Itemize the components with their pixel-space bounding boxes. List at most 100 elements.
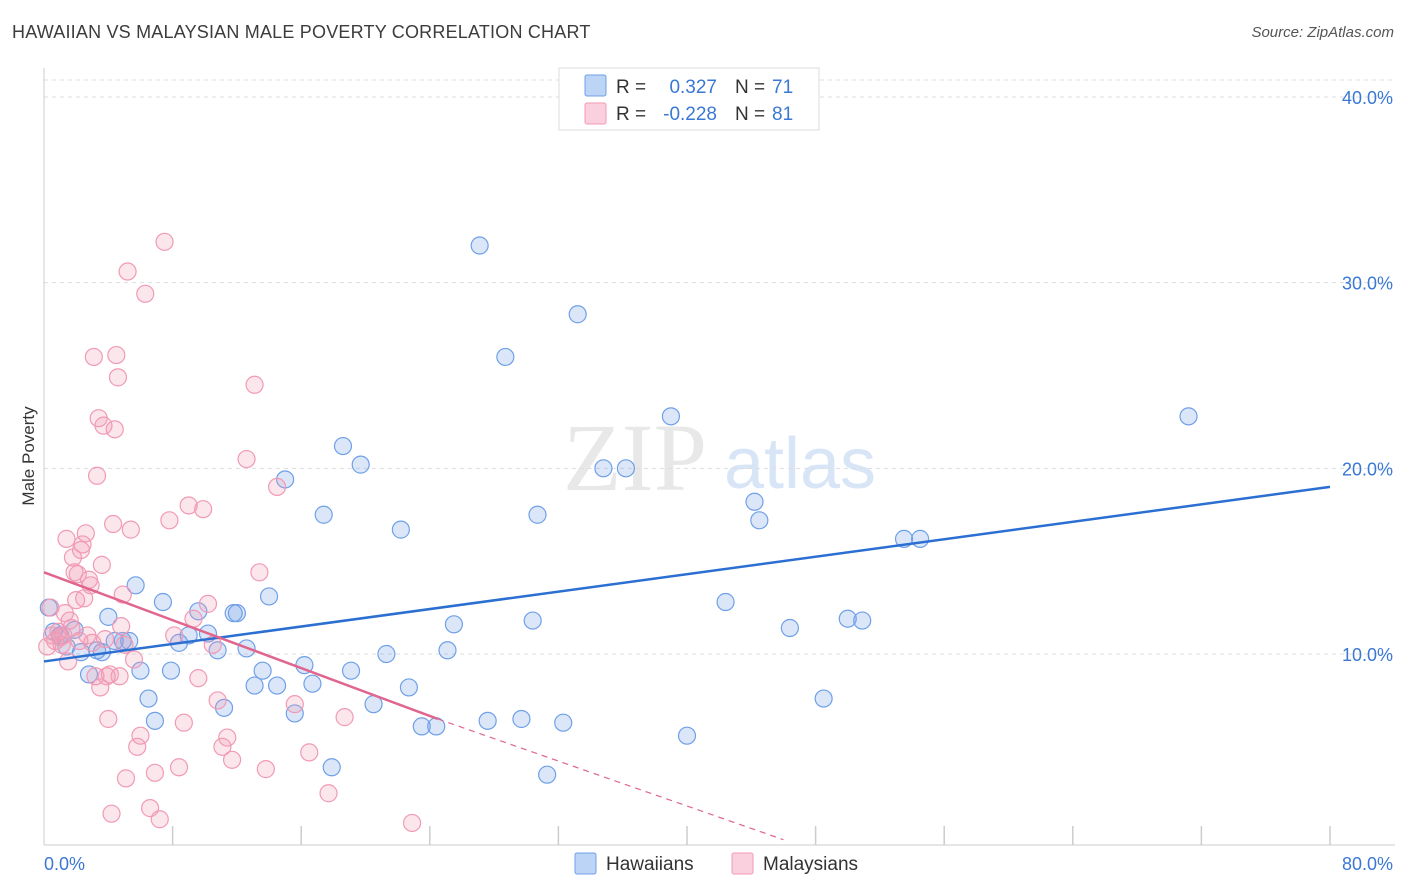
malaysian-point [97,667,116,686]
source-credit: Source: ZipAtlas.com [1251,24,1394,41]
hawaiian-point [314,505,333,524]
hawaiian-point [838,609,857,628]
hawaiian-point [470,236,489,255]
malaysian-point [60,611,79,630]
malaysian-point [155,232,174,251]
hawaiian-point [145,711,165,730]
hawaiian-point [745,492,764,511]
hawaiian-point [780,618,799,638]
malaysians-trend-extension [437,718,784,841]
hawaiian-point [253,661,272,680]
hawaiian-point [126,576,145,595]
bottom-legend-swatch-malaysians [731,852,754,875]
malaysian-point [218,728,237,747]
legend-r-label-hawaiians: R = [616,77,646,98]
y-tick-label: 40.0% [1342,88,1393,108]
hawaiian-point [131,661,150,680]
malaysian-point [222,750,242,769]
malaysian-point [237,449,256,469]
malaysian-point [116,769,136,788]
hawaiian-point [391,520,410,539]
malaysian-point [145,763,165,782]
malaysian-point [124,650,144,669]
malaysian-point [94,416,113,435]
legend-r-value-malaysians: -0.228 [663,104,717,125]
malaysian-point [128,737,147,756]
malaysian-point [150,810,169,829]
hawaiian-point [554,713,573,732]
hawaiian-point [910,529,930,548]
malaysian-point [62,618,81,638]
legend-r-value-hawaiians: 0.327 [669,77,717,98]
hawaiian-point [333,436,353,456]
hawaiian-point [616,459,636,478]
malaysian-point [57,529,76,548]
malaysian-point [110,667,129,686]
legend-n-value-malaysians: 81 [772,104,793,125]
malaysian-point [102,804,121,823]
hawaiian-point [523,611,542,630]
hawaiian-point [716,592,735,612]
legend-r-label-malaysians: R = [616,104,646,125]
legend-swatch-hawaiians [584,74,607,97]
bottom-legend-label-hawaiians: Hawaiians [606,854,694,875]
malaysian-point [99,709,118,729]
malaysian-point [169,758,189,777]
hawaiian-point [214,698,234,717]
watermark-atlas: atlas [724,424,876,504]
hawaiian-point [99,607,118,626]
trend-lines [43,485,1331,841]
hawaiian-point [245,676,264,695]
hawaiian-point [594,459,613,478]
malaysian-point [213,737,232,756]
hawaiian-point [285,704,304,723]
hawaiian-point [259,587,279,606]
malaysian-point [194,500,213,519]
malaysian-point [52,635,71,654]
malaysian-point [107,345,126,365]
malaysian-point [118,262,137,281]
malaysian-point [59,652,78,671]
malaysian-point [68,565,87,584]
hawaiian-point [478,711,497,730]
hawaiian-point [161,661,181,680]
y-tick-label: 10.0% [1342,645,1393,665]
correlation-legend: R = 0.327 N = 71 R = -0.228 N = 81 [558,67,820,131]
malaysian-point [73,535,92,554]
malaysian-point [105,420,124,439]
malaysian-point [267,477,287,496]
y-axis-label: Male Poverty [19,406,38,506]
hawaiians-trend-line [43,485,1331,663]
malaysian-point [76,524,95,543]
y-tick-label: 30.0% [1342,274,1393,294]
hawaiian-point [303,674,322,693]
hawaiian-point [538,765,557,784]
grid-lines [44,79,1395,655]
hawaiian-point [512,709,531,729]
legend-n-value-hawaiians: 71 [772,77,793,98]
hawaiian-point [1179,407,1198,426]
malaysian-point [285,695,304,714]
axes [43,68,1395,846]
malaysian-point [250,563,269,582]
malaysian-point [179,496,198,515]
malaysian-point [174,713,193,732]
malaysian-point [112,617,131,636]
hawaiian-point [377,644,396,664]
bottom-legend-label-malaysians: Malaysians [763,854,858,875]
malaysian-point [245,375,264,394]
legend-n-label-malaysians: N = [735,104,765,125]
malaysian-point [84,347,103,367]
legend-n-label-hawaiians: N = [735,77,765,98]
malaysian-point [300,743,319,762]
malaysian-point [198,594,218,613]
watermark-zip: ZIP [563,404,707,511]
y-tick-labels: 10.0% 20.0% 30.0% 40.0% [1342,88,1393,665]
malaysian-point [165,626,184,645]
hawaiian-point [322,758,341,777]
x-tick-label: 80.0% [1342,854,1393,874]
hawaiian-point [351,455,370,474]
y-tick-label: 20.0% [1342,459,1393,479]
hawaiian-point [528,505,547,524]
scatter-points [38,232,1198,833]
